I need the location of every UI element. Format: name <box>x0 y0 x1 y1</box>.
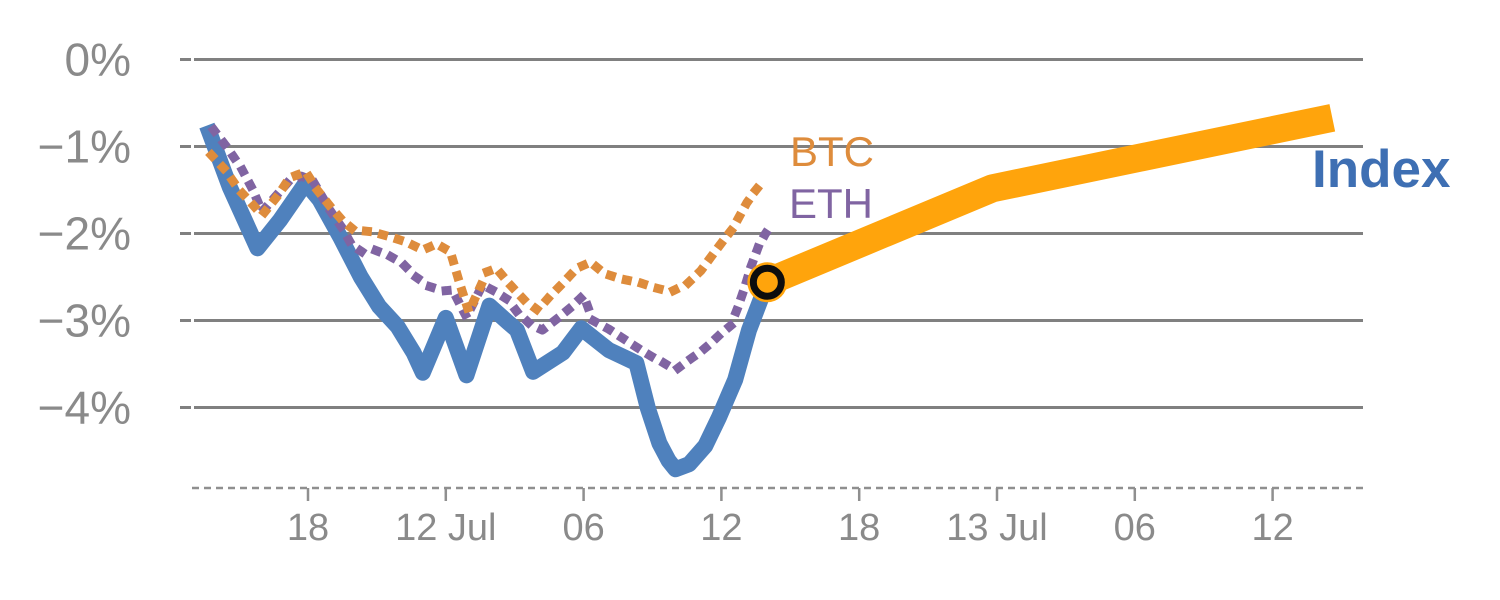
x-axis: 18 12 Jul 06 12 18 13 Jul 06 12 <box>192 486 1363 549</box>
y-tick-label: −4% <box>38 382 131 434</box>
btc-series-label: BTC <box>790 128 874 175</box>
y-tick-label: −3% <box>38 295 131 347</box>
x-tick-label: 06 <box>1114 507 1156 549</box>
gridlines <box>180 58 1363 409</box>
x-tick-label: 06 <box>562 507 604 549</box>
x-tick-label: 12 <box>1251 507 1293 549</box>
x-tick-label: 18 <box>838 507 880 549</box>
x-tick-label: 12 Jul <box>395 507 496 549</box>
y-tick-label: −2% <box>38 208 131 260</box>
x-tick-label: 12 <box>700 507 742 549</box>
series-lines <box>199 104 1336 478</box>
current-point-marker <box>747 262 788 303</box>
btc-line <box>205 148 772 317</box>
y-tick-label: 0% <box>65 34 131 86</box>
marker-ring <box>749 264 785 300</box>
x-tick-label: 13 Jul <box>946 507 1047 549</box>
index-forecast-line <box>761 104 1336 296</box>
eth-series-label: ETH <box>789 180 873 227</box>
y-axis-labels: 0% −1% −2% −3% −4% <box>38 34 131 434</box>
y-tick-label: −1% <box>38 121 131 173</box>
x-tick-label: 18 <box>287 507 329 549</box>
index-series-label: Index <box>1312 140 1451 199</box>
eth-line <box>207 123 776 375</box>
index-line <box>199 122 775 478</box>
